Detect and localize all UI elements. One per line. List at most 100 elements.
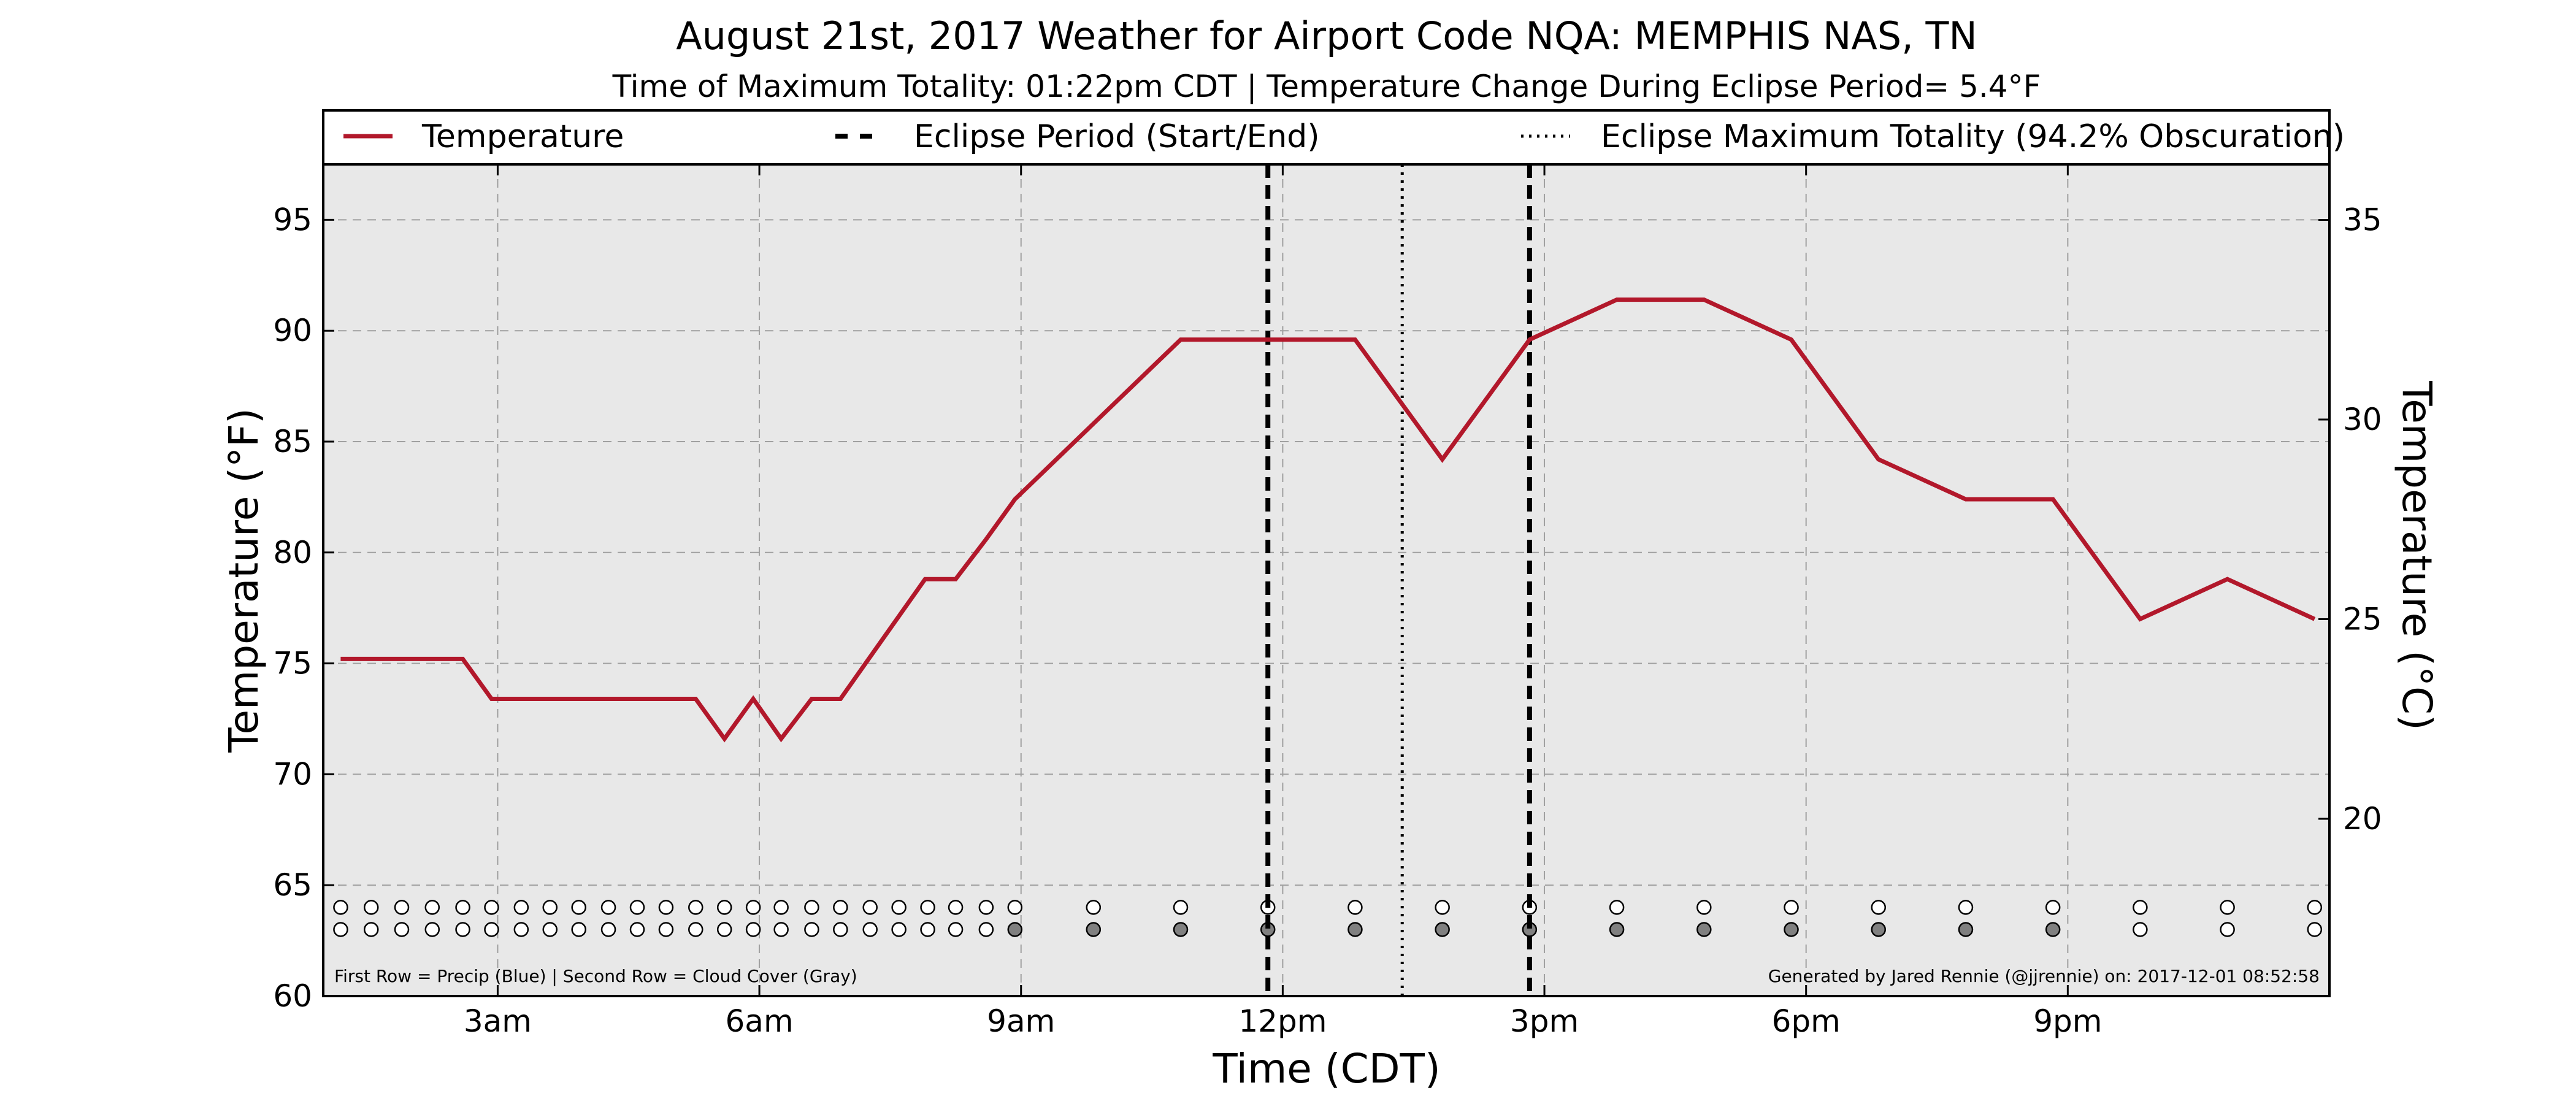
y-tick-label: 70 bbox=[273, 756, 312, 792]
y2-tick-label: 25 bbox=[2343, 601, 2382, 637]
cloud-cover-marker bbox=[891, 922, 907, 937]
x-tick-label: 3am bbox=[464, 1003, 532, 1039]
cloud-cover-marker bbox=[688, 922, 703, 937]
precip-marker bbox=[542, 900, 558, 915]
cloud-cover-marker bbox=[1609, 922, 1625, 937]
eclipse-lines bbox=[1265, 164, 1532, 996]
y-tick-label: 80 bbox=[273, 535, 312, 570]
cloud-cover-marker bbox=[455, 922, 470, 937]
cloud-cover-marker bbox=[629, 922, 645, 937]
precip-marker bbox=[571, 900, 586, 915]
legend-max-totality-label: Eclipse Maximum Totality (94.2% Obscurat… bbox=[1601, 118, 2345, 155]
precip-marker bbox=[333, 900, 348, 915]
precip-marker bbox=[629, 900, 645, 915]
precip-marker bbox=[1435, 900, 1450, 915]
precip-marker bbox=[1784, 900, 1799, 915]
precip-marker bbox=[1958, 900, 1974, 915]
y-tick-label: 60 bbox=[273, 978, 312, 1014]
precip-marker bbox=[688, 900, 703, 915]
cloud-cover-marker bbox=[1958, 922, 1974, 937]
y-tick-label: 75 bbox=[273, 646, 312, 681]
precip-marker bbox=[1871, 900, 1886, 915]
cloud-cover-marker bbox=[948, 922, 964, 937]
precip-marker bbox=[1173, 900, 1189, 915]
precip-marker bbox=[948, 900, 964, 915]
y-tick-label: 90 bbox=[273, 313, 312, 348]
cloud-cover-marker bbox=[513, 922, 529, 937]
plot-background bbox=[323, 164, 2329, 996]
footnote-left: First Row = Precip (Blue) | Second Row =… bbox=[334, 966, 857, 986]
precip-marker bbox=[1609, 900, 1625, 915]
precip-marker bbox=[1007, 900, 1023, 915]
precip-marker bbox=[513, 900, 529, 915]
precip-marker bbox=[745, 900, 761, 915]
precip-marker bbox=[424, 900, 440, 915]
cloud-cover-marker bbox=[1086, 922, 1102, 937]
y-tick-label: 65 bbox=[273, 867, 312, 903]
cloud-cover-marker bbox=[2220, 922, 2235, 937]
y2-axis-label: Temperature (°C) bbox=[2393, 380, 2440, 730]
cloud-cover-marker bbox=[978, 922, 994, 937]
y-axis-label: Temperature (°F) bbox=[220, 408, 267, 753]
precip-marker bbox=[920, 900, 935, 915]
legend-box bbox=[322, 109, 2331, 166]
chart-subtitle: Time of Maximum Totality: 01:22pm CDT | … bbox=[612, 69, 2041, 104]
x-tick-label: 12pm bbox=[1238, 1003, 1327, 1039]
cloud-cover-marker bbox=[862, 922, 878, 937]
cloud-cover-marker bbox=[1347, 922, 1363, 937]
cloud-cover-marker bbox=[600, 922, 616, 937]
cloud-cover-marker bbox=[2133, 922, 2148, 937]
cloud-cover-marker bbox=[773, 922, 789, 937]
precip-marker bbox=[2307, 900, 2323, 915]
precip-marker bbox=[716, 900, 732, 915]
x-tick-label: 6pm bbox=[1772, 1003, 1841, 1039]
precip-marker bbox=[2133, 900, 2148, 915]
cloud-cover-marker bbox=[542, 922, 558, 937]
cloud-cover-marker bbox=[2045, 922, 2061, 937]
y2-axis-ticks: 20 25 30 35 bbox=[2318, 202, 2382, 837]
y2-tick-label: 20 bbox=[2343, 801, 2382, 837]
cloud-cover-marker bbox=[745, 922, 761, 937]
precip-marker bbox=[363, 900, 379, 915]
precip-marker bbox=[978, 900, 994, 915]
cloud-cover-marker bbox=[571, 922, 586, 937]
x-axis-ticks: 3am 6am 9am 12pm 3pm 6pm 9pm bbox=[464, 164, 2102, 1039]
precip-marker bbox=[891, 900, 907, 915]
cloud-cover-marker bbox=[1173, 922, 1189, 937]
cloud-cover-marker bbox=[804, 922, 819, 937]
precip-marker bbox=[658, 900, 674, 915]
temperature-line bbox=[340, 297, 2316, 743]
cloud-cover-marker bbox=[716, 922, 732, 937]
precip-marker bbox=[2045, 900, 2061, 915]
cloud-cover-marker bbox=[833, 922, 848, 937]
chart-title: August 21st, 2017 Weather for Airport Co… bbox=[676, 13, 1977, 58]
y-tick-label: 95 bbox=[273, 202, 312, 237]
cloud-cover-marker bbox=[333, 922, 348, 937]
x-axis-label: Time (CDT) bbox=[1212, 1045, 1440, 1092]
y-tick-label: 85 bbox=[273, 424, 312, 459]
footnote-right: Generated by Jared Rennie (@jjrennie) on… bbox=[1768, 966, 2320, 986]
y2-tick-label: 35 bbox=[2343, 202, 2382, 237]
precip-marker bbox=[455, 900, 470, 915]
precip-marker bbox=[1347, 900, 1363, 915]
marker-rows bbox=[333, 900, 2323, 937]
temperature-series bbox=[340, 297, 2316, 743]
cloud-cover-marker bbox=[363, 922, 379, 937]
cloud-cover-marker bbox=[484, 922, 499, 937]
x-tick-label: 3pm bbox=[1510, 1003, 1579, 1039]
y2-tick-label: 30 bbox=[2343, 402, 2382, 437]
precip-marker bbox=[2220, 900, 2235, 915]
precip-marker bbox=[1696, 900, 1712, 915]
cloud-cover-marker bbox=[394, 922, 410, 937]
cloud-cover-marker bbox=[1784, 922, 1799, 937]
precip-marker bbox=[600, 900, 616, 915]
precip-marker bbox=[804, 900, 819, 915]
legend-temperature-label: Temperature bbox=[421, 118, 624, 155]
cloud-cover-marker bbox=[920, 922, 935, 937]
x-tick-label: 6am bbox=[726, 1003, 794, 1039]
y-axis-ticks: 60 65 70 75 80 85 90 95 bbox=[273, 202, 334, 1014]
precip-marker bbox=[773, 900, 789, 915]
precip-marker bbox=[394, 900, 410, 915]
cloud-cover-marker bbox=[1696, 922, 1712, 937]
